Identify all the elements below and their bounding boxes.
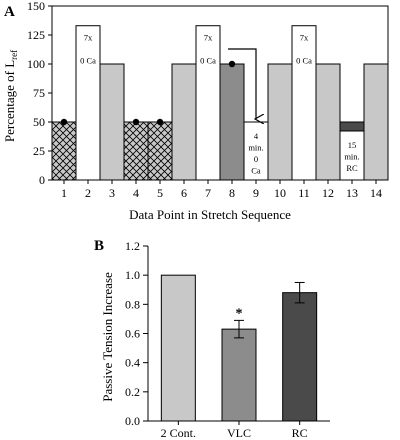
y-axis-title-b: Passive Tension Increase (100, 272, 115, 402)
bar-a (195, 25, 221, 181)
y-tick-label-a: 0 (39, 173, 45, 187)
data-marker-a (156, 118, 164, 126)
y-tick-label-b: 0.8 (125, 297, 140, 311)
axes-b (147, 246, 330, 422)
data-marker-a (228, 60, 236, 68)
x-tick-label-a: 11 (298, 186, 310, 200)
bars-a (51, 25, 389, 181)
bar-label-a: 0 (254, 154, 258, 164)
bar-a (219, 63, 245, 181)
bar-a (75, 25, 101, 181)
x-tick-label-a: 14 (370, 186, 382, 200)
bar-label-a: 4 (254, 131, 259, 141)
y-tick-label-a: 75 (33, 86, 45, 100)
bar-a (99, 63, 125, 181)
bars-b (160, 274, 318, 422)
y-tick-label-a: 25 (33, 144, 45, 158)
x-tick-label-a: 9 (253, 186, 259, 200)
x-tick-label-a: 1 (61, 186, 67, 200)
bar-label-a: 7x (204, 33, 213, 43)
bar-a (51, 121, 77, 181)
y-tick-label-a: 125 (27, 28, 45, 42)
bar-a (315, 63, 341, 181)
bar-a (171, 63, 197, 181)
panel-label-b: B (94, 238, 104, 254)
y-axis-title-a-sub: ref (9, 50, 19, 60)
x-tick-label-a: 6 (181, 186, 187, 200)
chart-b: B Passive Tension Increase 0.00.20.40.60… (94, 238, 330, 440)
bar-label-a: 0 Ca (296, 56, 312, 66)
x-tick-label-a: 2 (85, 186, 91, 200)
x-tick-label-b: VLC (227, 426, 251, 440)
y-tick-label-a: 150 (27, 0, 45, 13)
y-tick-label-b: 0.2 (125, 385, 140, 399)
y-axis-title-a-main: Percentage of L (2, 60, 17, 142)
bar-label-a: 7x (300, 33, 309, 43)
y-tick-label-b: 0.0 (125, 414, 140, 428)
x-axis-title-a: Data Point in Stretch Sequence (129, 207, 291, 222)
y-axis-a: 0 25 50 75 100 125 150 (27, 0, 52, 187)
x-tick-label-a: 13 (346, 186, 358, 200)
data-marker-a (132, 118, 140, 126)
bar-label-a: Ca (251, 166, 261, 176)
y-tick-label-b: 1.0 (125, 268, 140, 282)
x-tick-label-a: 12 (322, 186, 334, 200)
error-bars-b (234, 281, 305, 339)
x-tick-label-a: 5 (157, 186, 163, 200)
y-tick-label-b: 1.2 (125, 239, 140, 253)
bar-a (363, 63, 389, 181)
y-axis-b: 0.0 0.2 0.4 0.6 0.8 1.0 1.2 (125, 239, 148, 428)
y-axis-title-a: Percentage of Lref (2, 50, 19, 142)
bar-label-a: 0 Ca (80, 56, 96, 66)
y-tick-label-a: 100 (27, 57, 45, 71)
data-marker-a (60, 118, 68, 126)
x-axis-a: 1 2 3 4 5 6 7 8 9 10 11 12 13 14 (61, 180, 382, 200)
bar-a (123, 121, 149, 181)
x-tick-label-a: 7 (205, 186, 211, 200)
significance-b: * (236, 306, 243, 321)
bar-label-a: RC (346, 163, 358, 173)
markers-a (60, 60, 236, 126)
significance-star-b: * (236, 306, 243, 321)
arrow-annotation (228, 48, 256, 119)
panel-label-a: A (4, 4, 15, 20)
bar-a (147, 121, 173, 181)
bar-a (267, 63, 293, 181)
bar-label-a: 0 Ca (200, 56, 216, 66)
y-tick-label-b: 0.4 (125, 356, 140, 370)
x-tick-label-a: 3 (109, 186, 115, 200)
x-tick-label-a: 10 (274, 186, 286, 200)
bar-b (160, 274, 196, 422)
x-tick-label-a: 8 (229, 186, 235, 200)
x-tick-label-b: 2 Cont. (161, 426, 196, 440)
bar-b (221, 328, 257, 422)
bar-label-a: min. (248, 143, 263, 153)
x-tick-label-a: 4 (133, 186, 139, 200)
bar-a (339, 121, 365, 181)
bar-label-a: min. (344, 152, 359, 162)
plot-frame-a (51, 5, 389, 181)
bar-b (282, 292, 318, 422)
bar-a-cap (339, 121, 365, 132)
x-axis-b: 2 Cont. VLC RC (161, 421, 308, 440)
y-tick-label-a: 50 (33, 115, 45, 129)
x-tick-label-b: RC (292, 426, 308, 440)
bar-label-a: 15 (348, 140, 357, 150)
bar-label-a: 7x (84, 33, 93, 43)
bar-a (291, 25, 317, 181)
y-tick-label-b: 0.6 (125, 327, 140, 341)
